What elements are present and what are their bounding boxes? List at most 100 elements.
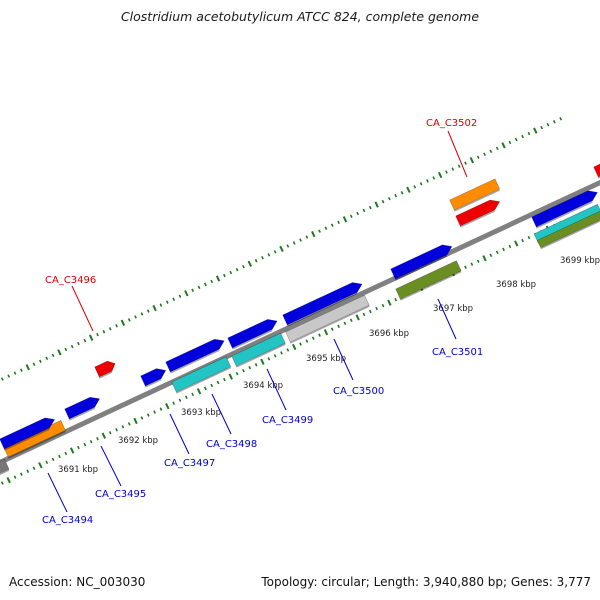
minor-tick bbox=[552, 120, 556, 124]
minor-tick bbox=[172, 297, 176, 301]
gene-ca-c3497[interactable] bbox=[140, 368, 167, 387]
major-tick bbox=[514, 240, 519, 247]
gene-ca-c3502-edge bbox=[453, 189, 500, 212]
major-tick bbox=[323, 329, 329, 336]
gene-cyan-2[interactable] bbox=[231, 332, 286, 367]
scale-label-3692: 3692 kbp bbox=[118, 436, 158, 446]
minor-tick bbox=[102, 330, 106, 334]
minor-tick bbox=[178, 398, 182, 402]
minor-tick bbox=[489, 149, 493, 154]
minor-tick bbox=[197, 285, 201, 290]
gene-label-ca-c3499[interactable]: CA_C3499 bbox=[262, 415, 313, 426]
gene-label-ca-c3500[interactable]: CA_C3500 bbox=[333, 386, 384, 397]
gene-cyan-1[interactable] bbox=[171, 356, 232, 393]
minor-tick bbox=[457, 164, 461, 168]
minor-tick bbox=[292, 241, 296, 245]
gene-label-ca-c3501[interactable]: CA_C3501 bbox=[432, 347, 483, 358]
major-tick bbox=[69, 447, 75, 454]
gene-olive-right[interactable] bbox=[536, 210, 600, 248]
minor-tick bbox=[229, 270, 233, 275]
minor-tick bbox=[286, 244, 290, 248]
minor-tick bbox=[178, 294, 182, 298]
minor-tick bbox=[514, 137, 518, 142]
gene-ca-c3500[interactable] bbox=[282, 282, 363, 326]
gene-cyan-1-edge bbox=[175, 366, 232, 394]
gene-ca-c3501[interactable] bbox=[390, 244, 453, 280]
minor-tick bbox=[96, 332, 99, 337]
gene-label-ca-c3494[interactable]: CA_C3494 bbox=[42, 515, 93, 526]
map-title: Clostridium acetobutylicum ATCC 824, com… bbox=[120, 9, 480, 24]
minor-tick bbox=[280, 351, 283, 355]
minor-tick bbox=[184, 395, 188, 399]
minor-tick bbox=[267, 357, 271, 361]
minor-tick bbox=[58, 454, 61, 459]
gene-ca-c3494-orange-edge bbox=[7, 430, 66, 459]
minor-tick bbox=[318, 229, 321, 233]
major-tick bbox=[228, 373, 233, 380]
major-tick bbox=[196, 388, 202, 395]
gene-red-c3502-edge bbox=[459, 210, 496, 228]
major-tick bbox=[165, 402, 170, 410]
gene-label-ca-c3496[interactable]: CA_C3496 bbox=[45, 275, 96, 286]
gene-red-c3502[interactable] bbox=[455, 199, 501, 227]
minor-tick bbox=[318, 333, 321, 337]
minor-tick bbox=[96, 436, 99, 441]
major-tick bbox=[482, 255, 487, 262]
gene-label-ca-c3502[interactable]: CA_C3502 bbox=[426, 118, 477, 129]
minor-tick bbox=[381, 199, 385, 204]
minor-tick bbox=[476, 155, 480, 159]
gene-grey-1[interactable] bbox=[285, 294, 370, 343]
minor-tick bbox=[299, 238, 302, 242]
minor-tick bbox=[464, 161, 467, 165]
gene-label-ca-c3497[interactable]: CA_C3497 bbox=[164, 458, 215, 469]
gene-ca-c3501-edge bbox=[394, 255, 448, 281]
gene-ca-c3495[interactable] bbox=[64, 396, 101, 420]
genome-summary-text: Topology: circular; Length: 3,940,880 bp… bbox=[261, 575, 591, 589]
minor-tick bbox=[64, 347, 68, 352]
scale-label-3696: 3696 kbp bbox=[369, 329, 409, 339]
gene-label-ca-c3495[interactable]: CA_C3495 bbox=[95, 489, 146, 500]
minor-tick bbox=[286, 348, 290, 352]
major-tick bbox=[374, 201, 379, 208]
minor-tick bbox=[64, 451, 68, 456]
gene-label-ca-c3498[interactable]: CA_C3498 bbox=[206, 439, 257, 450]
minor-tick bbox=[172, 401, 176, 405]
minor-tick bbox=[89, 439, 93, 444]
gene-red-right[interactable] bbox=[593, 163, 600, 178]
gene-cyan-right[interactable] bbox=[533, 203, 600, 243]
gene-ca-c3498[interactable] bbox=[165, 338, 225, 373]
minor-tick bbox=[134, 315, 137, 319]
gene-ca-c3496[interactable] bbox=[94, 360, 116, 378]
minor-tick bbox=[419, 182, 423, 186]
minor-tick bbox=[432, 176, 436, 180]
major-tick bbox=[437, 171, 443, 179]
minor-tick bbox=[368, 309, 372, 314]
gene-blue-1[interactable] bbox=[0, 417, 56, 450]
minor-tick bbox=[203, 282, 207, 287]
gene-cyan-2-edge bbox=[235, 343, 286, 368]
minor-tick bbox=[540, 125, 544, 130]
major-tick bbox=[355, 314, 360, 321]
minor-tick bbox=[311, 336, 315, 340]
minor-tick bbox=[26, 469, 30, 473]
gene-grey-left[interactable] bbox=[0, 458, 10, 475]
gene-olive-1[interactable] bbox=[395, 260, 462, 300]
major-tick bbox=[387, 299, 392, 306]
minor-tick bbox=[330, 327, 334, 331]
gene-ca-c3499[interactable] bbox=[227, 319, 278, 349]
minor-tick bbox=[77, 341, 80, 346]
minor-tick bbox=[70, 344, 74, 349]
minor-tick bbox=[127, 318, 131, 322]
scale-label-3698: 3698 kbp bbox=[496, 280, 536, 290]
minor-tick bbox=[445, 170, 448, 174]
gene-blue-right[interactable] bbox=[531, 190, 598, 228]
minor-tick bbox=[45, 356, 49, 361]
gene-ca-c3502[interactable] bbox=[449, 178, 500, 211]
scale-labels: 3691 kbp 3692 kbp 3693 kbp 3694 kbp 3695… bbox=[58, 256, 600, 475]
minor-tick bbox=[381, 303, 385, 308]
minor-tick bbox=[495, 146, 499, 151]
gene-olive-1-edge bbox=[399, 271, 462, 301]
minor-tick bbox=[248, 365, 252, 370]
minor-tick bbox=[140, 312, 144, 316]
major-tick bbox=[215, 275, 221, 282]
